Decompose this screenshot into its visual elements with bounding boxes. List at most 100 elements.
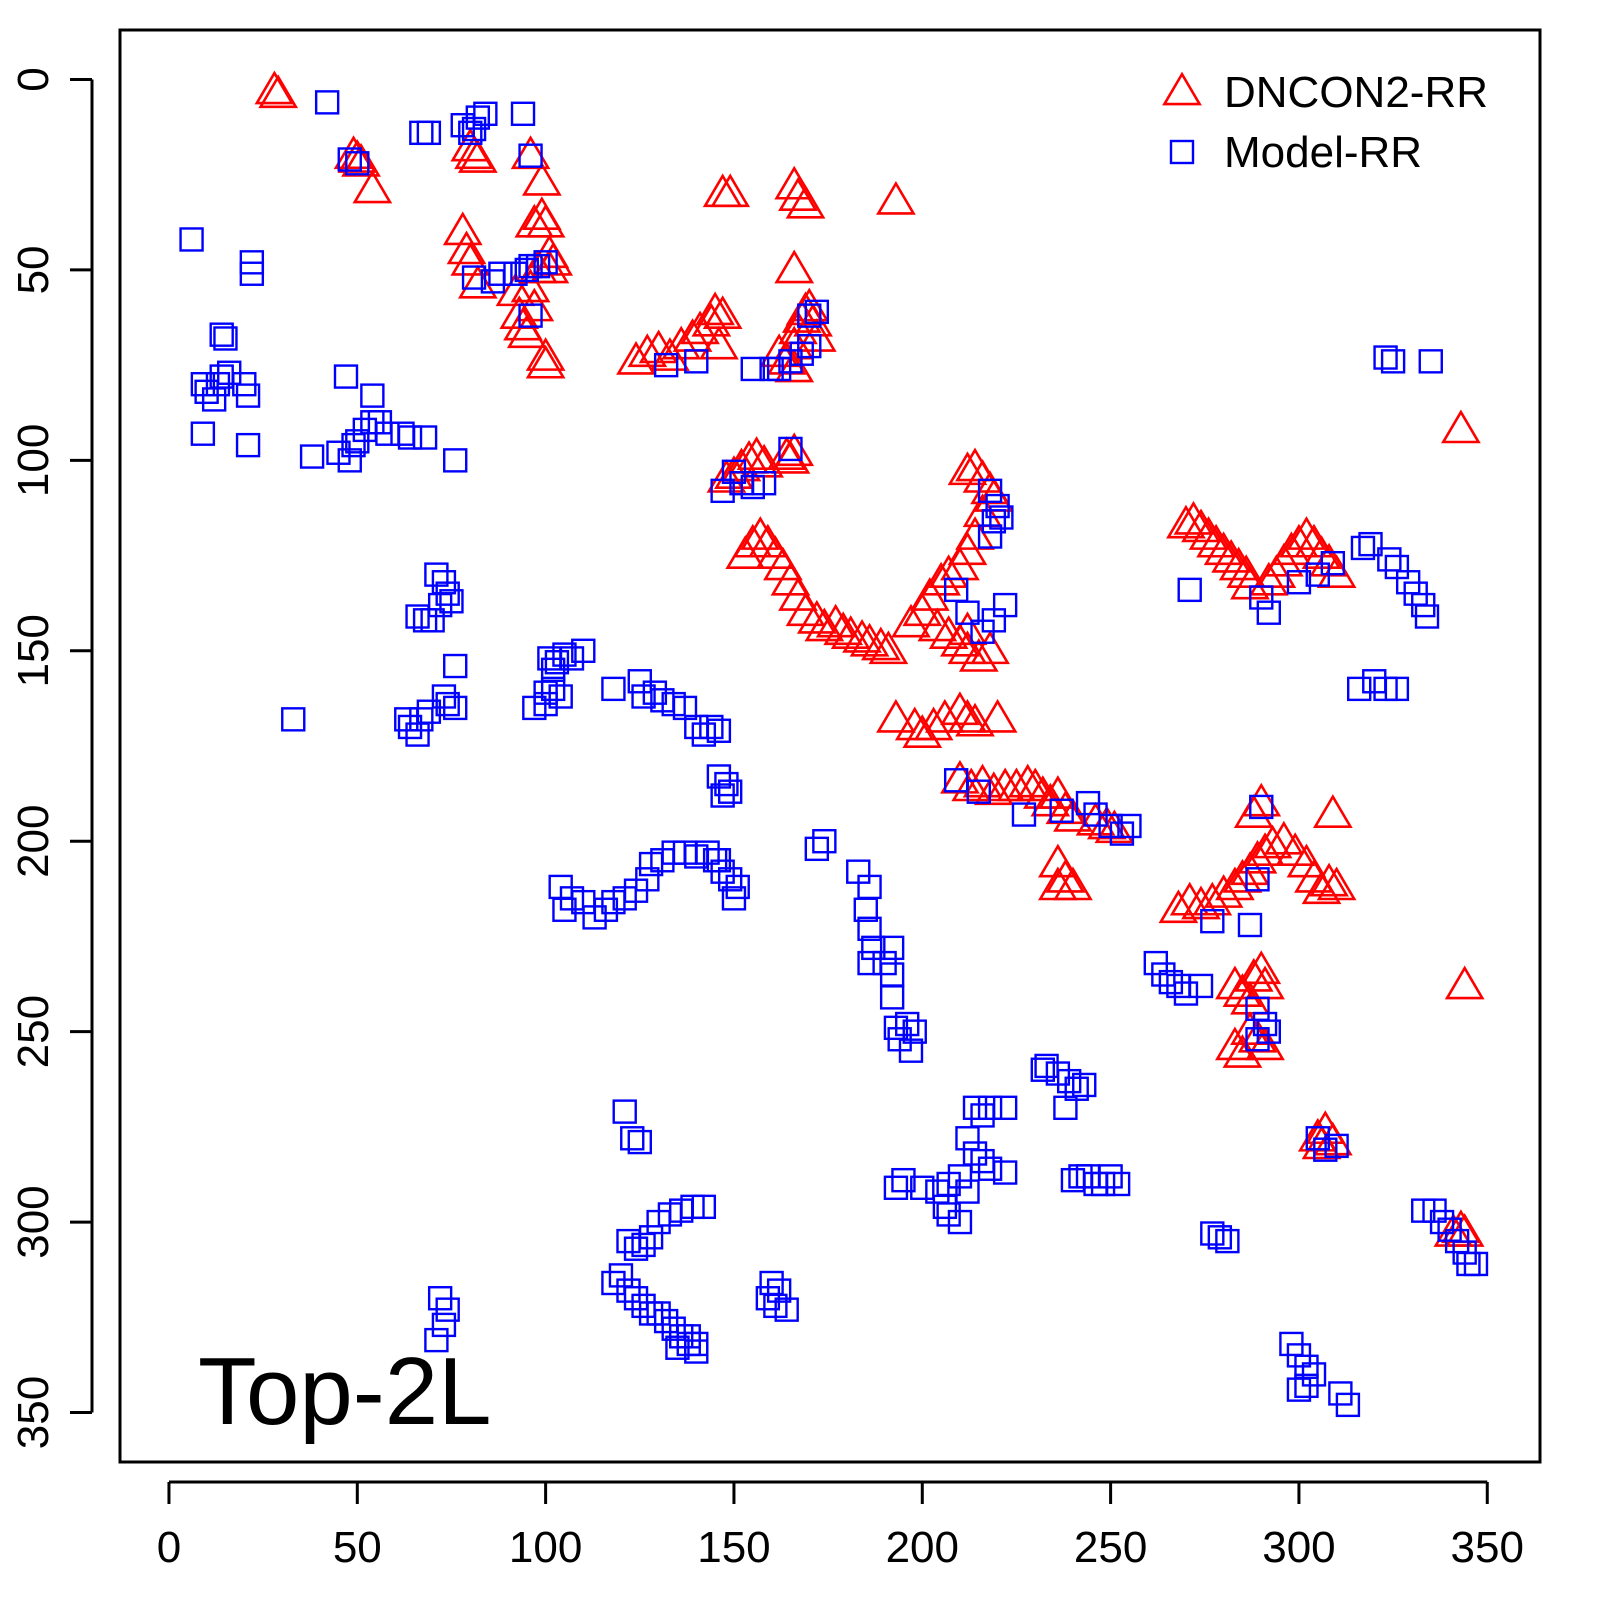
data-point xyxy=(443,448,468,473)
data-point xyxy=(860,626,901,661)
data-point xyxy=(691,722,717,747)
data-point xyxy=(1350,535,1376,561)
data-point xyxy=(627,333,668,368)
data-point xyxy=(973,771,1014,806)
data-point xyxy=(443,695,468,721)
data-point xyxy=(955,1179,980,1204)
data-point xyxy=(616,1278,641,1303)
data-point xyxy=(1030,1057,1056,1082)
data-point xyxy=(1335,1392,1361,1418)
data-point xyxy=(281,707,306,732)
data-point xyxy=(254,70,295,105)
data-point xyxy=(774,249,815,284)
data-point xyxy=(699,714,724,740)
y-tick-label: 300 xyxy=(9,1185,58,1258)
data-point xyxy=(823,611,864,646)
data-point xyxy=(1241,950,1282,985)
data-point xyxy=(1377,547,1402,572)
data-point xyxy=(702,295,743,330)
data-point xyxy=(442,211,483,246)
data-point xyxy=(1117,813,1142,839)
data-point xyxy=(977,1156,1003,1181)
data-point xyxy=(533,250,558,275)
data-point xyxy=(891,603,931,638)
x-tick-label: 100 xyxy=(509,1523,582,1572)
data-point xyxy=(333,364,359,389)
data-point xyxy=(458,120,483,146)
data-point xyxy=(1105,1171,1131,1197)
data-point xyxy=(925,698,965,733)
data-point xyxy=(1463,1251,1489,1277)
data-point xyxy=(443,653,468,679)
y-tick-label: 250 xyxy=(9,995,58,1068)
data-point xyxy=(740,516,781,550)
data-point xyxy=(646,1301,671,1326)
data-point xyxy=(525,253,551,279)
points-layer xyxy=(179,70,1489,1418)
data-point xyxy=(947,630,988,665)
data-point xyxy=(989,505,1014,530)
data-point xyxy=(797,303,822,328)
data-point xyxy=(1203,531,1244,566)
data-point xyxy=(1286,516,1327,550)
data-point xyxy=(1248,561,1289,596)
data-point xyxy=(1222,858,1263,893)
data-point xyxy=(1094,809,1135,844)
data-point xyxy=(812,829,837,854)
data-point xyxy=(789,341,814,366)
data-point xyxy=(1011,802,1037,827)
data-point xyxy=(601,676,626,702)
legend-marker-triangle xyxy=(1162,71,1202,106)
data-point xyxy=(857,916,882,942)
x-tick-label: 350 xyxy=(1451,1523,1524,1572)
data-point xyxy=(1188,516,1229,550)
data-point xyxy=(239,261,265,286)
data-point xyxy=(1358,531,1383,557)
data-point xyxy=(314,90,340,115)
data-point xyxy=(1181,508,1221,543)
data-point xyxy=(454,135,494,170)
data-point xyxy=(955,600,980,625)
data-point xyxy=(510,101,536,126)
data-point xyxy=(917,607,958,642)
data-point xyxy=(1169,881,1210,916)
data-point xyxy=(1245,1027,1270,1052)
data-point xyxy=(627,1129,652,1155)
y-tick-label: 50 xyxy=(9,245,58,294)
data-point xyxy=(883,1175,909,1200)
data-point xyxy=(1196,523,1236,558)
data-point xyxy=(940,691,980,726)
data-point xyxy=(815,603,856,638)
data-point xyxy=(721,886,747,911)
data-point xyxy=(1441,409,1481,444)
data-point xyxy=(895,1011,920,1037)
data-point xyxy=(710,173,751,208)
data-point xyxy=(1320,550,1346,576)
data-point xyxy=(947,611,988,646)
data-point xyxy=(537,646,562,671)
x-tick-label: 250 xyxy=(1074,1523,1147,1572)
data-point xyxy=(540,676,566,702)
data-point xyxy=(213,326,238,351)
data-point xyxy=(695,291,735,326)
data-point xyxy=(1158,889,1199,924)
data-point xyxy=(1249,585,1274,610)
data-point xyxy=(932,1194,958,1220)
data-point xyxy=(518,143,543,168)
data-point xyxy=(947,698,988,733)
data-point xyxy=(1038,866,1078,901)
data-point xyxy=(1444,965,1485,1000)
data-point xyxy=(457,264,498,299)
data-point xyxy=(684,349,709,374)
y-axis: 0 50 100 150 200 250 300 350 xyxy=(9,67,94,1449)
data-point xyxy=(770,439,811,474)
y-tick-label: 150 xyxy=(9,614,58,687)
data-point xyxy=(1177,577,1202,603)
data-point xyxy=(661,1316,686,1341)
data-point xyxy=(352,169,393,204)
data-point xyxy=(416,699,442,724)
data-point xyxy=(947,451,988,486)
x-axis: 0 50 100 150 200 250 300 350 xyxy=(157,1480,1524,1572)
data-point xyxy=(970,630,1010,665)
